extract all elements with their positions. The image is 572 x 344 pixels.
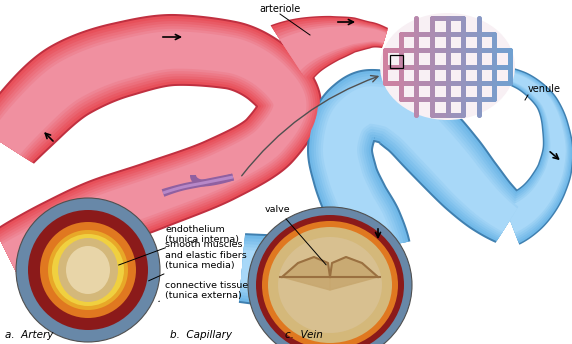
Ellipse shape (28, 210, 148, 330)
Polygon shape (311, 74, 522, 254)
Polygon shape (240, 232, 394, 298)
Text: smooth muscles
and elastic fibers
(tunica media): smooth muscles and elastic fibers (tunic… (149, 240, 247, 281)
Polygon shape (271, 17, 388, 84)
Polygon shape (0, 24, 313, 282)
Ellipse shape (380, 13, 515, 120)
Polygon shape (239, 227, 398, 305)
Polygon shape (0, 21, 316, 284)
Polygon shape (316, 79, 521, 253)
Polygon shape (162, 175, 233, 194)
Text: connective tissue
(tunica externa): connective tissue (tunica externa) (158, 281, 248, 301)
Polygon shape (502, 69, 571, 241)
Text: c.  Vein: c. Vein (285, 330, 323, 340)
Polygon shape (271, 16, 388, 85)
Polygon shape (309, 71, 523, 254)
Polygon shape (323, 86, 517, 251)
Ellipse shape (40, 222, 136, 318)
Ellipse shape (262, 221, 398, 344)
Polygon shape (162, 174, 234, 197)
Polygon shape (273, 19, 387, 81)
Polygon shape (0, 31, 307, 276)
Polygon shape (505, 71, 567, 235)
Polygon shape (0, 16, 320, 289)
Polygon shape (239, 224, 402, 310)
Ellipse shape (268, 227, 392, 343)
Polygon shape (282, 257, 330, 290)
Polygon shape (190, 174, 234, 186)
Polygon shape (240, 229, 396, 302)
Text: endothelium
(tunica interna): endothelium (tunica interna) (118, 225, 239, 265)
Ellipse shape (58, 238, 118, 302)
Ellipse shape (52, 234, 124, 306)
Ellipse shape (66, 246, 110, 294)
Polygon shape (0, 29, 309, 278)
Polygon shape (318, 81, 519, 252)
Polygon shape (239, 225, 400, 308)
Text: venule: venule (528, 84, 561, 94)
Text: a.  Artery: a. Artery (5, 330, 53, 340)
Polygon shape (0, 26, 311, 280)
Polygon shape (313, 76, 521, 253)
Polygon shape (240, 234, 391, 295)
Bar (390, 55, 403, 68)
Polygon shape (321, 84, 518, 252)
Ellipse shape (248, 207, 412, 344)
Text: b.  Capillary: b. Capillary (170, 330, 232, 340)
Polygon shape (278, 24, 387, 73)
Polygon shape (280, 26, 387, 71)
Polygon shape (505, 71, 566, 233)
Polygon shape (307, 69, 525, 255)
Ellipse shape (16, 198, 160, 342)
Polygon shape (276, 23, 387, 76)
Ellipse shape (256, 215, 404, 344)
Text: valve: valve (265, 205, 326, 265)
Polygon shape (0, 19, 317, 287)
Ellipse shape (48, 230, 128, 310)
Polygon shape (0, 14, 322, 290)
Polygon shape (240, 236, 389, 292)
Text: arteriole: arteriole (259, 4, 301, 14)
Polygon shape (503, 69, 570, 239)
Polygon shape (330, 257, 378, 290)
Polygon shape (501, 68, 572, 243)
Polygon shape (500, 67, 572, 245)
Polygon shape (275, 21, 387, 78)
Ellipse shape (278, 237, 382, 333)
Polygon shape (503, 70, 569, 237)
